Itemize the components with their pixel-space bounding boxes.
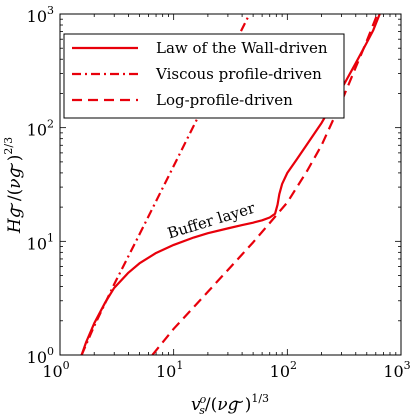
tick-labels: 100 101 102 103 100 101 102 103 [27,4,411,381]
x-tick-label: 103 [383,359,410,381]
plot-frame [59,13,402,356]
series-line-dashdot [80,14,251,355]
y-tick-label: 102 [27,118,54,140]
y-tick-label: 103 [27,4,54,26]
x-tick-label: 100 [42,359,69,381]
series-line-dashed [151,14,379,355]
y-tick-label: 101 [27,231,54,253]
y-axis-label: Hg~/(νg~)2/3 [2,137,25,234]
svg-text:vos/(νg~)1/3: vo s/(νg~)1/3 [191,392,269,415]
legend: Law of the Wall-driven Viscous profile-d… [63,33,345,119]
legend-label-log-profile: Log-profile-driven [156,91,293,109]
legend-label-viscous-profile: Viscous profile-driven [155,65,322,83]
x-tick-label: 102 [270,359,297,381]
svg-text:Hg~/(νg~)2/3: Hg~/(νg~)2/3 [2,137,25,234]
y-tick-label: 100 [27,345,54,367]
x-axis-label: vo s/(νg~)1/3 [191,392,269,415]
x-tick-label: 101 [156,359,183,381]
legend-label-law-of-the-wall: Law of the Wall-driven [156,39,328,57]
